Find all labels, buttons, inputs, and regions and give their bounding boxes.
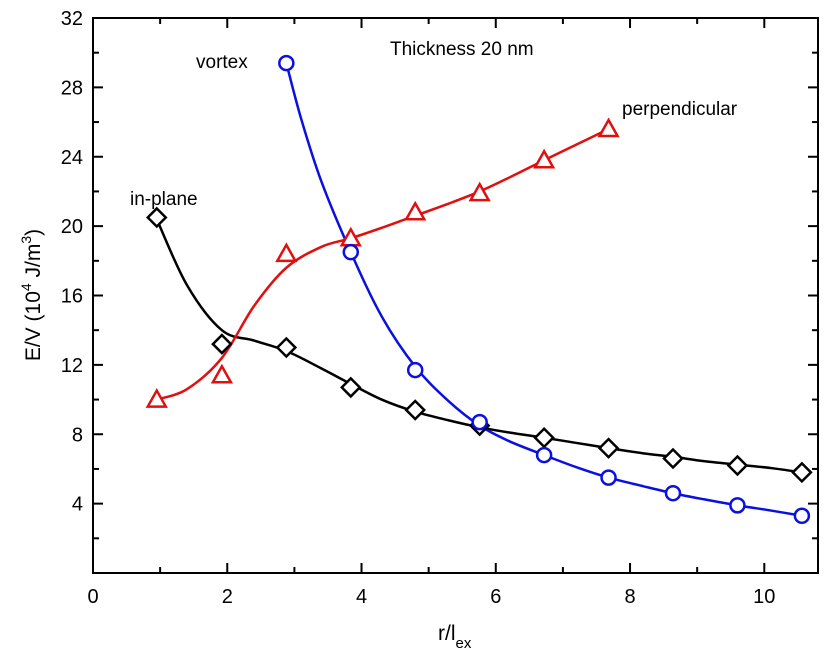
data-point-in-plane	[404, 399, 426, 421]
y-axis-title-post: )	[22, 229, 45, 236]
x-tick-label: 8	[624, 586, 635, 608]
data-point-vortex	[793, 507, 811, 525]
axis-ticks	[92, 17, 818, 573]
x-tick-labels: 0 2 4 6 8 10	[87, 586, 775, 608]
y-tick-label: 4	[72, 494, 83, 516]
data-point-vortex	[600, 469, 617, 486]
data-point-in-plane	[211, 333, 233, 355]
x-tick-label: 6	[490, 586, 501, 608]
data-point-perpendicular	[275, 242, 298, 263]
y-tick-label: 8	[72, 424, 83, 446]
series-line-vortex	[285, 62, 803, 517]
y-tick-label: 32	[61, 8, 83, 30]
data-point-in-plane	[533, 426, 555, 449]
data-point-perpendicular	[468, 181, 491, 202]
data-point-in-plane	[275, 336, 298, 359]
data-point-vortex	[406, 361, 424, 379]
series-curves	[155, 62, 803, 517]
series-markers	[145, 54, 813, 525]
data-point-in-plane	[597, 437, 620, 459]
series-label-vortex: vortex	[196, 52, 248, 73]
data-point-in-plane	[791, 461, 813, 484]
y-axis-title-sup1: 4	[18, 283, 34, 291]
y-tick-label: 12	[61, 355, 83, 377]
x-axis-title-sub: ex	[456, 635, 472, 652]
data-point-perpendicular	[145, 388, 168, 408]
y-tick-label: 28	[61, 77, 83, 99]
data-point-in-plane	[662, 447, 684, 470]
data-point-vortex	[342, 243, 360, 261]
data-point-in-plane	[340, 376, 362, 399]
data-point-vortex	[471, 413, 488, 431]
data-point-perpendicular	[210, 363, 234, 384]
y-tick-label: 20	[61, 216, 83, 238]
data-point-in-plane	[146, 206, 168, 229]
y-axis-title-pre: E/V (10	[22, 291, 45, 361]
series-label-in-plane: in-plane	[130, 189, 198, 210]
x-axis-title-main: r/l	[438, 622, 456, 645]
x-tick-label: 2	[222, 586, 233, 608]
x-axis-title: r/lex	[438, 622, 472, 652]
data-point-vortex	[664, 484, 682, 502]
x-tick-label: 10	[753, 586, 775, 608]
y-tick-labels: 4 8 12 16 20 24 28 32	[61, 8, 83, 516]
data-point-vortex	[535, 446, 553, 464]
series-labels: in-plane perpendicular vortex	[130, 52, 738, 210]
data-point-vortex	[278, 54, 295, 72]
y-tick-label: 24	[61, 147, 83, 169]
series-label-perpendicular: perpendicular	[622, 99, 738, 120]
y-tick-label: 16	[61, 286, 83, 308]
data-point-vortex	[729, 497, 746, 514]
x-tick-label: 0	[87, 586, 98, 608]
series-line-perpendicular	[156, 127, 610, 401]
y-axis-title-mid: J/m	[22, 244, 45, 284]
data-point-in-plane	[726, 454, 749, 477]
y-axis-title: E/V (104 J/m3)	[18, 229, 45, 361]
data-point-perpendicular	[404, 200, 427, 221]
x-tick-label: 4	[356, 586, 367, 608]
data-point-perpendicular	[532, 148, 556, 169]
data-point-perpendicular	[597, 117, 620, 138]
y-axis-title-sup2: 3	[18, 236, 34, 244]
thickness-annotation: Thickness 20 nm	[390, 39, 534, 60]
